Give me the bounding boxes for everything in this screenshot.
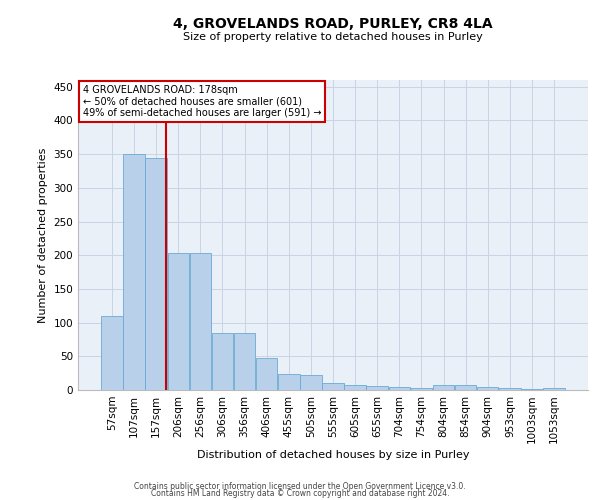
Text: Size of property relative to detached houses in Purley: Size of property relative to detached ho…: [183, 32, 483, 42]
Bar: [256, 358, 277, 390]
Bar: [433, 384, 454, 390]
Text: 4, GROVELANDS ROAD, PURLEY, CR8 4LA: 4, GROVELANDS ROAD, PURLEY, CR8 4LA: [173, 18, 493, 32]
Y-axis label: Number of detached properties: Number of detached properties: [38, 148, 48, 322]
Text: Contains public sector information licensed under the Open Government Licence v3: Contains public sector information licen…: [134, 482, 466, 491]
Bar: [123, 154, 145, 390]
Bar: [477, 386, 499, 390]
Bar: [344, 384, 366, 390]
Bar: [278, 374, 299, 390]
Bar: [544, 388, 565, 390]
Bar: [455, 386, 476, 390]
Bar: [521, 388, 543, 390]
Bar: [367, 386, 388, 390]
Bar: [300, 375, 322, 390]
Bar: [101, 316, 122, 390]
Bar: [411, 388, 432, 390]
Bar: [499, 388, 521, 390]
Bar: [212, 332, 233, 390]
X-axis label: Distribution of detached houses by size in Purley: Distribution of detached houses by size …: [197, 450, 469, 460]
Bar: [145, 158, 167, 390]
Bar: [322, 384, 344, 390]
Bar: [389, 386, 410, 390]
Bar: [234, 332, 255, 390]
Bar: [190, 253, 211, 390]
Bar: [167, 253, 189, 390]
Text: Contains HM Land Registry data © Crown copyright and database right 2024.: Contains HM Land Registry data © Crown c…: [151, 488, 449, 498]
Text: 4 GROVELANDS ROAD: 178sqm
← 50% of detached houses are smaller (601)
49% of semi: 4 GROVELANDS ROAD: 178sqm ← 50% of detac…: [83, 84, 322, 118]
